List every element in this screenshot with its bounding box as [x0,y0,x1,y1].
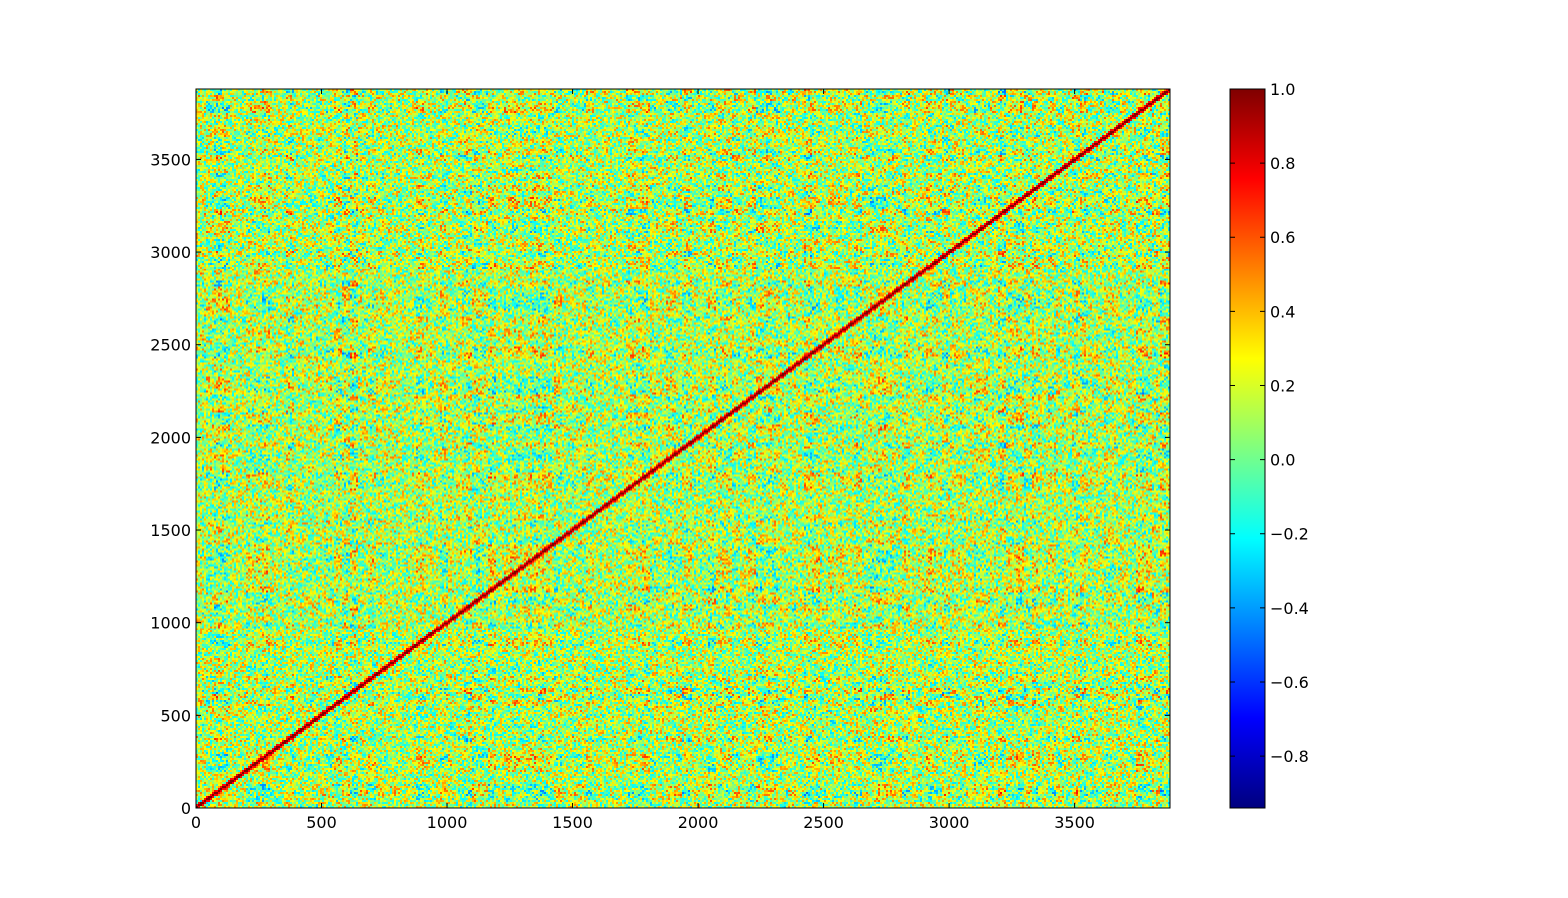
colorbar-tick-label: −0.8 [1270,747,1309,766]
heatmap-image-container [196,89,1170,808]
heatmap-canvas [196,89,1170,808]
x-axis: 0 500 1000 1500 2000 2500 3000 3500 [191,89,1095,832]
x-tick-label: 3000 [929,813,970,832]
y-tick-label: 1000 [150,614,191,633]
y-tick-label: 0 [181,799,191,818]
y-tick-label: 3000 [150,243,191,262]
x-tick-label: 3500 [1054,813,1095,832]
x-tick-label: 2000 [678,813,719,832]
plot-frame [195,88,1171,809]
colorbar-tick-label: 1.0 [1270,80,1295,99]
heatmap-plot [195,88,1171,809]
x-tick-label: 0 [191,813,201,832]
colorbar-tick-label: 0.0 [1270,451,1295,470]
y-tick-label: 2500 [150,336,191,355]
x-tick-label: 500 [306,813,337,832]
y-tick-label: 1500 [150,521,191,540]
colorbar-ticks: −0.8 −0.6 −0.4 −0.2 0.0 0.2 0.4 0.6 0.8 1.0 [1230,80,1309,766]
colorbar-tick-label: 0.6 [1270,228,1295,247]
y-tick-label: 3500 [150,150,191,169]
y-tick-label: 500 [160,706,191,725]
colorbar-tick-label: 0.4 [1270,302,1295,321]
colorbar-tick-label: 0.8 [1270,154,1295,173]
x-tick-label: 2500 [803,813,844,832]
colorbar-tick-label: −0.2 [1270,525,1309,544]
colorbar-tick-label: 0.2 [1270,376,1295,395]
colorbar-gradient [1229,88,1266,809]
y-tick-label: 2000 [150,428,191,447]
colorbar: −0.8 −0.6 −0.4 −0.2 0.0 0.2 0.4 0.6 0.8 1.0 [1229,80,1309,809]
colorbar-tick-label: −0.6 [1270,673,1309,692]
x-tick-label: 1500 [552,813,593,832]
colorbar-tick-label: −0.4 [1270,599,1309,618]
x-tick-label: 1000 [427,813,468,832]
y-axis: 0 500 1000 1500 2000 2500 3000 3500 [150,150,1170,818]
